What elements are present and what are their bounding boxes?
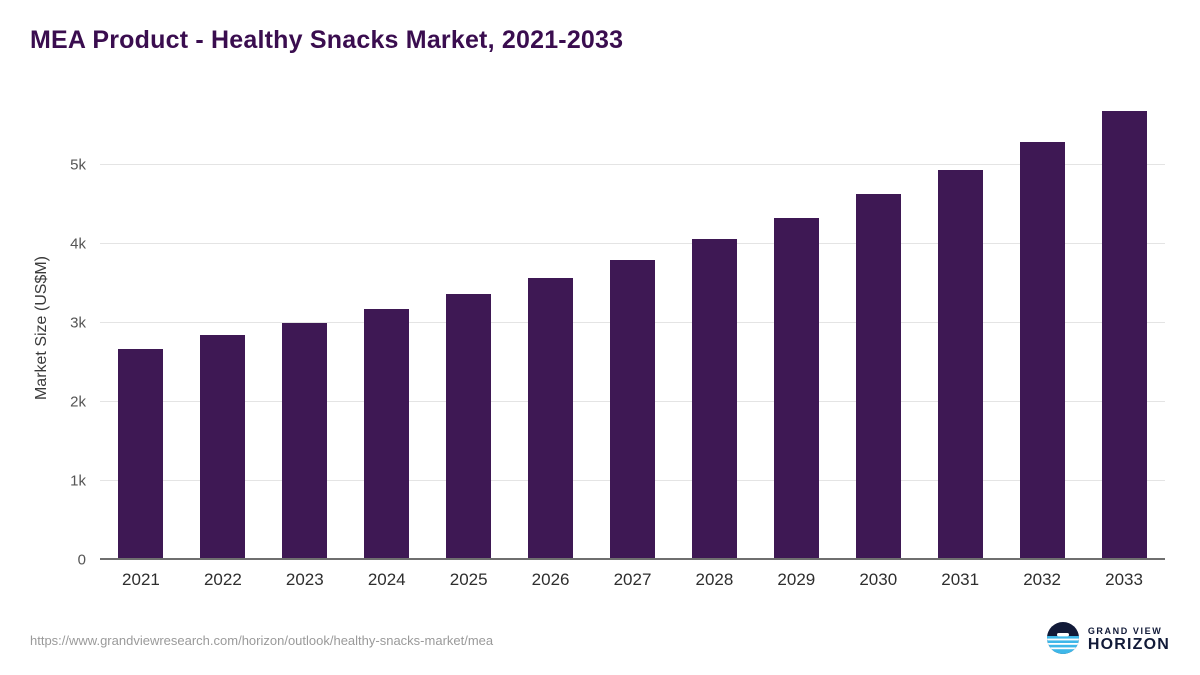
bar-slot <box>919 100 1001 560</box>
x-tick-label: 2029 <box>777 570 816 589</box>
bar-2031 <box>937 170 983 560</box>
bar-2027 <box>609 260 655 560</box>
bar-2028 <box>691 239 737 560</box>
x-tick-label: 2023 <box>285 570 324 589</box>
y-tick-label: 5k <box>70 156 86 174</box>
x-tick-label: 2030 <box>859 570 898 589</box>
bar-slot <box>346 100 428 560</box>
y-tick-label: 3k <box>70 314 86 332</box>
footer: https://www.grandviewresearch.com/horizo… <box>30 622 1170 659</box>
source-url: https://www.grandviewresearch.com/horizo… <box>30 633 494 648</box>
bar-2024 <box>364 309 410 560</box>
bar-2029 <box>773 217 819 560</box>
x-tick-label: 2032 <box>1023 570 1062 589</box>
brand-logo: GRAND VIEW HORIZON <box>1046 622 1170 659</box>
y-axis-ticks: 0 1k 2k 3k 4k 5k <box>30 100 86 567</box>
bar-2022 <box>200 334 246 560</box>
x-axis-labels: 2021 2022 2023 2024 2025 2026 2027 2028 2029 2030… <box>100 570 1165 590</box>
x-tick-label: 2027 <box>613 570 652 589</box>
bar-2025 <box>446 293 492 560</box>
plot-area <box>100 100 1165 560</box>
logo-grand-view: GRAND VIEW <box>1087 626 1163 637</box>
bar-slot <box>592 100 674 560</box>
x-tick-label: 2022 <box>203 570 242 589</box>
x-tick-label: 2024 <box>367 570 406 589</box>
x-axis-line <box>100 558 1165 560</box>
bar-slot <box>428 100 510 560</box>
bar-2023 <box>282 322 328 560</box>
horizon-logo-icon <box>1046 622 1079 659</box>
bar-slot <box>755 100 837 560</box>
y-tick-label: 2k <box>70 393 86 411</box>
bar-2033 <box>1101 111 1147 560</box>
x-tick-label: 2028 <box>695 570 734 589</box>
bar-slot <box>1001 100 1083 560</box>
bar-slot <box>1083 100 1165 560</box>
gridline <box>100 242 1165 244</box>
logo-horizon: HORIZON <box>1087 636 1170 654</box>
y-tick-label: 0 <box>77 551 86 569</box>
bar-slot <box>510 100 592 560</box>
y-tick-label: 1k <box>70 472 86 490</box>
bar-slot <box>837 100 919 560</box>
bar-slot <box>673 100 755 560</box>
gridline <box>100 163 1165 165</box>
y-tick-label: 4k <box>70 235 86 253</box>
bar-slot <box>264 100 346 560</box>
bar-slot <box>182 100 264 560</box>
x-tick-label: 2033 <box>1105 570 1143 589</box>
x-tick-label: 2021 <box>122 570 160 589</box>
bar-2026 <box>528 277 574 560</box>
bar-2032 <box>1019 141 1065 560</box>
bars <box>100 100 1165 560</box>
x-tick-label: 2026 <box>531 570 570 589</box>
x-tick-label: 2031 <box>941 570 980 589</box>
x-tick-label: 2025 <box>449 570 488 589</box>
chart-title: MEA Product - Healthy Snacks Market, 202… <box>30 26 624 54</box>
bar-slot <box>100 100 182 560</box>
logo-text: GRAND VIEW HORIZON <box>1088 626 1170 655</box>
bar-2021 <box>118 348 164 560</box>
bar-2030 <box>855 194 901 560</box>
